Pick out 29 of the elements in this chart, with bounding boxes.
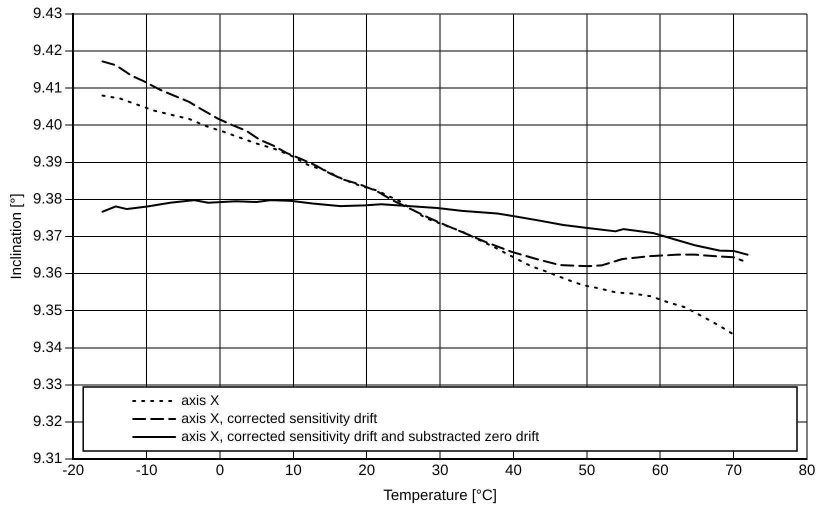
y-tick-label: 9.36 [32, 264, 62, 282]
y-tick-label: 9.32 [32, 413, 62, 430]
y-tick-label: 9.41 [32, 79, 62, 96]
y-axis-title: Inclination [°] [8, 193, 26, 280]
x-tick-label: 20 [358, 462, 376, 480]
y-tick-label: 9.38 [32, 190, 62, 208]
x-tick-label: 70 [725, 462, 742, 480]
y-tick-label: 9.33 [32, 376, 62, 393]
x-tick-label: 30 [432, 462, 448, 480]
legend-label: axis X, corrected sensitivity drift and substracted zero drift [181, 428, 540, 444]
x-tick-label: 10 [284, 462, 302, 480]
legend-label: axis X, corrected sensitivity drift [181, 410, 378, 426]
x-tick-label: -10 [136, 462, 158, 480]
legend-label: axis X [181, 392, 220, 408]
x-tick-label: 40 [505, 462, 522, 480]
y-tick-label: 9.37 [32, 228, 62, 245]
x-axis-title: Temperature [°C] [383, 487, 497, 504]
x-tick-label: -20 [62, 462, 84, 480]
x-tick-label: 60 [652, 462, 669, 480]
x-tick-label: 50 [578, 462, 596, 480]
y-tick-label: 9.42 [32, 42, 62, 60]
x-tick-label: 0 [216, 462, 224, 480]
y-tick-label: 9.34 [32, 338, 62, 356]
y-tick-label: 9.40 [32, 116, 62, 134]
y-tick-label: 9.35 [32, 302, 62, 319]
x-tick-label: 80 [798, 462, 816, 480]
y-tick-label: 9.43 [32, 5, 62, 22]
y-tick-label: 9.31 [32, 450, 62, 468]
y-tick-label: 9.39 [32, 153, 62, 170]
